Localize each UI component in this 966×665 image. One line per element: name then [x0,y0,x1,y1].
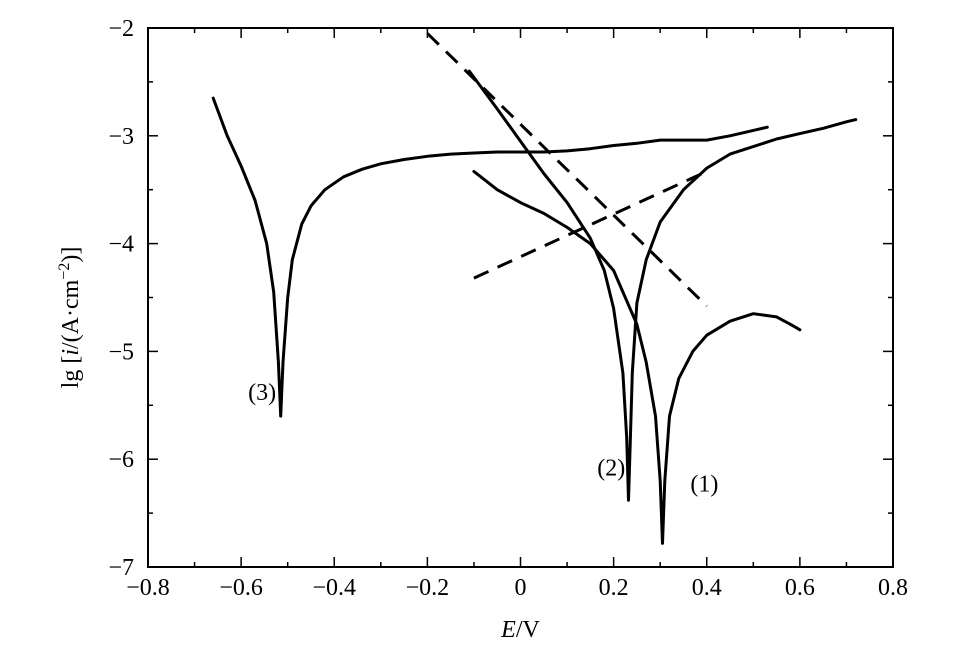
annotation-layer: (1) (2) (3) [248,380,718,498]
x-tick-label: 0.8 [878,575,908,601]
x-tick-label: −0.8 [126,575,170,601]
curve-annotation-label: (3) [248,380,276,406]
y-tick-label: −4 [108,232,134,258]
series-line-3 [211,96,769,418]
y-tick-label: −3 [108,124,134,150]
x-tick-label: 0.2 [599,575,629,601]
x-tick-label: 0.4 [692,575,722,601]
x-tick-label: 0.6 [785,575,815,601]
curve-annotation-label: (1) [690,472,718,498]
plot-frame [147,27,894,568]
y-axis-label-symbol: i [58,349,84,356]
y-tick-label: −6 [108,447,134,473]
series-line-2 [467,69,858,502]
tick-label-layer: −0.8 −0.6 −0.4 −0.2 0 0.2 0.4 0.6 0.8 −2 −3 −4 −5 −6 −… [108,16,908,601]
x-tick-label: 0 [515,575,527,601]
tafel-extrapolation-line [426,32,708,308]
y-axis-label-suffix: )] [58,247,84,263]
y-tick-label: −2 [108,16,134,42]
y-tick-label: −5 [108,339,134,365]
y-axis-label-unit: /(A·cm [58,279,84,349]
y-tick-label: −7 [108,555,134,581]
x-tick-label: −0.6 [219,575,263,601]
y-axis-label-prefix: lg [ [58,356,84,389]
x-tick-label: −0.4 [312,575,356,601]
x-axis-label-symbol: E [500,617,516,643]
plot-layer [211,32,858,545]
curve-annotation-label: (2) [597,455,625,481]
x-tick-label: −0.2 [406,575,450,601]
x-axis-label-unit: /V [516,617,541,643]
series-line-1 [472,169,802,545]
y-axis-label-exponent: −2 [56,263,73,280]
y-axis-label: lg [i/(A·cm−2)] [56,247,84,389]
tafel-extrapolation-line [473,170,708,280]
x-axis-label: E/V [500,617,540,643]
